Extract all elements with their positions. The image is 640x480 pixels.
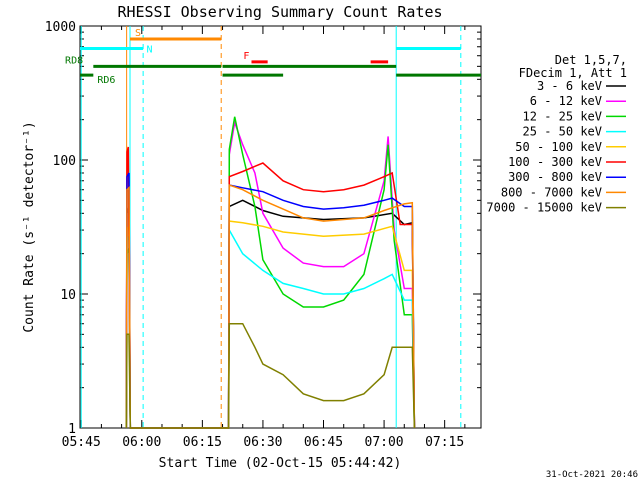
legend-label: 25 - 50 keV	[523, 125, 602, 139]
series-line	[125, 172, 416, 429]
plot-frame	[79, 25, 482, 429]
y-tick-label: 1000	[45, 20, 76, 35]
chart-title: RHESSI Observing Summary Count Rates	[117, 3, 442, 21]
legend-label: 7000 - 15000 keV	[486, 201, 602, 215]
x-tick-label: 06:15	[183, 435, 222, 450]
series-line	[125, 220, 416, 429]
y-axis-label: Count Rate (s⁻¹ detector⁻¹)	[22, 121, 37, 332]
x-axis-label: Start Time (02-Oct-15 05:44:42)	[159, 456, 402, 471]
series-line	[125, 184, 416, 429]
series-line	[125, 227, 416, 429]
legend-header: Det 1,5,7,	[555, 53, 627, 67]
legend-label: 800 - 7000 keV	[501, 185, 602, 199]
status-bar-label: RD8	[65, 55, 83, 66]
status-bar-label: RD6	[97, 75, 115, 86]
status-bar-label: F	[243, 51, 249, 62]
legend-label: 6 - 12 keV	[530, 94, 602, 108]
series-line	[125, 146, 416, 429]
legend-label: 3 - 6 keV	[537, 79, 602, 93]
x-tick-label: 07:00	[365, 435, 404, 450]
series-lines	[125, 116, 416, 429]
status-bar-label: S	[135, 28, 141, 39]
series-line	[125, 116, 416, 429]
legend-header: FDecim 1, Att 1	[519, 66, 627, 80]
status-bar-label: N	[146, 44, 152, 55]
x-tick-label: 06:00	[122, 435, 161, 450]
series-line	[125, 199, 416, 429]
series-line	[125, 322, 416, 429]
legend-label: 300 - 800 keV	[508, 170, 602, 184]
x-axis: 05:45 06:00 06:15 06:30 06:45 07:00 07:15	[62, 26, 466, 450]
y-axis: 1 10 100 1000	[45, 20, 481, 437]
render-timestamp: 31-Oct-2021 20:46	[546, 470, 638, 480]
legend-label: 50 - 100 keV	[515, 140, 602, 154]
legend-label: 12 - 25 keV	[523, 109, 602, 123]
y-tick-label: 100	[53, 154, 76, 169]
x-tick-label: 05:45	[62, 435, 101, 450]
y-tick-label: 10	[60, 288, 76, 303]
x-tick-label: 06:45	[304, 435, 343, 450]
x-tick-label: 06:30	[243, 435, 282, 450]
x-tick-label: 07:15	[425, 435, 464, 450]
y-tick-label: 1	[68, 422, 76, 437]
status-bars: NS F RD8 RD6	[65, 28, 481, 86]
legend-label: 100 - 300 keV	[508, 155, 602, 169]
